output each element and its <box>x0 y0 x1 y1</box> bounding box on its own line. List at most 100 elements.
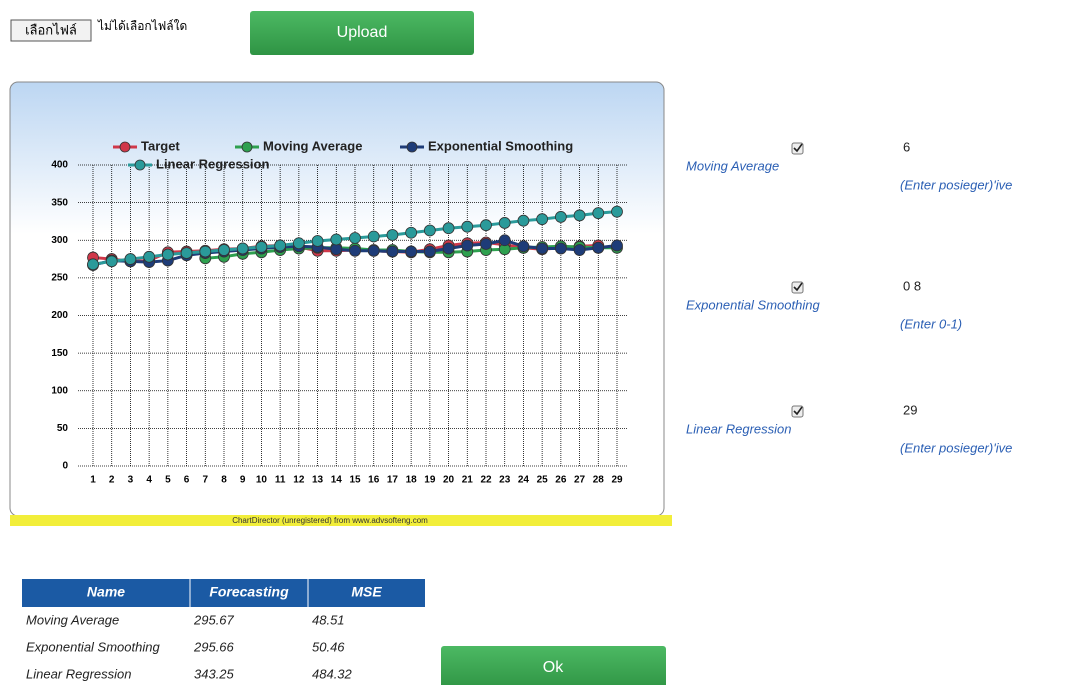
x-tick-label: 28 <box>593 475 605 486</box>
y-tick-label: 300 <box>51 235 68 246</box>
settings: Moving Average 6 (Enter posieger)'ive Expon… <box>686 139 1012 455</box>
setting-value[interactable]: 6 <box>903 139 910 154</box>
table-cell: 484.32 <box>312 666 353 681</box>
file-button-label: เลือกไฟล์ <box>25 22 77 37</box>
x-tick-label: 19 <box>424 475 436 486</box>
data-point <box>405 245 418 258</box>
legend-label: Moving Average <box>263 138 362 153</box>
footer-bar <box>10 515 672 526</box>
data-point <box>255 241 268 253</box>
data-point <box>554 242 567 255</box>
setting-label: Exponential Smoothing <box>686 297 820 312</box>
data-point <box>349 232 361 244</box>
x-tick-label: 15 <box>349 475 361 486</box>
legend-label: Linear Regression <box>156 156 269 171</box>
data-point <box>87 258 99 271</box>
x-tick-label: 12 <box>293 475 305 486</box>
data-point <box>143 250 156 263</box>
upload-button[interactable] <box>250 11 474 55</box>
checkbox-tick <box>793 282 803 292</box>
checkbox-tick <box>793 143 803 153</box>
x-tick-label: 29 <box>611 475 623 486</box>
data-point <box>274 239 287 252</box>
data-point <box>517 240 530 253</box>
data-point <box>105 255 118 268</box>
data-point <box>480 238 492 250</box>
table-cell: 50.46 <box>312 639 345 654</box>
table-cell: 343.25 <box>194 666 235 681</box>
setting-label: Moving Average <box>686 158 779 173</box>
table-cell: 295.66 <box>193 639 235 654</box>
file-button[interactable] <box>10 19 92 42</box>
data-point <box>536 213 549 226</box>
y-tick-label: 400 <box>51 160 68 171</box>
legend-marker <box>119 141 131 153</box>
data-point <box>311 235 324 247</box>
table-cell: Exponential Smoothing <box>26 639 160 654</box>
x-tick-label: 17 <box>387 475 399 486</box>
legend-marker <box>406 141 418 153</box>
x-tick-label: 13 <box>312 475 324 486</box>
data-point <box>442 222 455 235</box>
data-point <box>236 242 249 255</box>
y-tick-label: 150 <box>51 348 68 359</box>
data-point <box>461 239 474 252</box>
data-point <box>498 234 511 247</box>
data-point <box>517 214 530 227</box>
x-tick-label: 7 <box>203 475 209 486</box>
legend-label: Exponential Smoothing <box>428 138 573 153</box>
data-point <box>199 245 212 258</box>
data-point <box>292 237 305 250</box>
y-tick-label: 100 <box>51 385 68 396</box>
setting-value[interactable]: 29 <box>903 402 917 417</box>
x-tick-label: 4 <box>146 475 152 486</box>
data-point <box>461 220 474 233</box>
data-point <box>592 241 605 254</box>
legend-marker <box>241 141 253 153</box>
table-cell: Linear Regression <box>26 666 132 681</box>
data-point <box>367 244 380 257</box>
data-point <box>349 244 361 257</box>
data-point <box>480 219 492 232</box>
header-cell: Name <box>87 584 125 600</box>
ok-button[interactable] <box>441 646 666 685</box>
chart-footer: ChartDirector (unregistered) from www.ad… <box>232 516 428 525</box>
x-tick-label: 11 <box>275 475 286 486</box>
x-tick-label: 16 <box>368 475 380 486</box>
file-status: ไม่ได้เลือกไฟล์ใด <box>97 19 187 33</box>
y-tick-label: 250 <box>51 273 68 284</box>
x-tick-label: 8 <box>221 475 227 486</box>
x-tick-label: 5 <box>165 475 171 486</box>
data-point <box>161 248 174 261</box>
data-point <box>611 239 623 252</box>
data-point <box>498 217 511 229</box>
data-point <box>386 229 399 241</box>
data-point <box>367 230 380 243</box>
setting-value[interactable]: 0 8 <box>903 278 921 293</box>
data-point <box>330 233 343 246</box>
header-cell: Forecasting <box>209 584 289 600</box>
x-tick-label: 25 <box>537 475 549 486</box>
data-point <box>573 209 586 222</box>
x-tick-label: 26 <box>555 475 567 486</box>
data-point <box>124 253 137 265</box>
x-tick-label: 3 <box>128 475 134 486</box>
results-table: Name Forecasting MSE Moving Average 295.67 48… <box>22 579 425 681</box>
x-tick-label: 9 <box>240 475 246 486</box>
data-point <box>218 244 230 256</box>
upload-button-label: Upload <box>337 24 388 41</box>
x-tick-label: 1 <box>90 475 96 486</box>
data-point <box>592 207 605 220</box>
checkbox-tick <box>793 406 803 416</box>
x-tick-label: 23 <box>499 475 511 486</box>
legend-label: Target <box>141 138 180 153</box>
y-tick-label: 200 <box>51 310 68 321</box>
x-tick-label: 2 <box>109 475 115 486</box>
data-point <box>536 242 549 255</box>
data-point <box>386 245 399 258</box>
header-cell: MSE <box>351 584 382 600</box>
x-tick-label: 27 <box>574 475 586 486</box>
table-cell: 48.51 <box>312 612 345 627</box>
x-tick-label: 24 <box>518 475 530 486</box>
